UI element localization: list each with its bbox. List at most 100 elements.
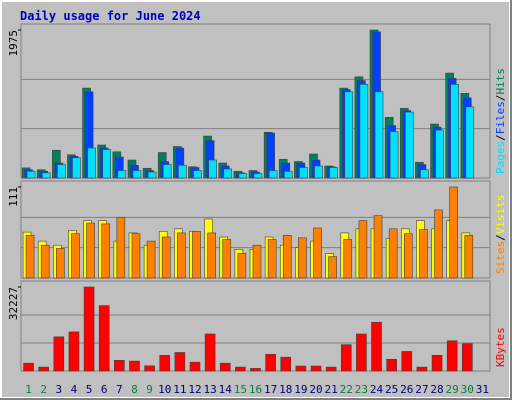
bar: [359, 84, 369, 179]
bar: [238, 173, 248, 179]
x-tick-label: 15: [234, 383, 247, 396]
x-tick-label: 11: [173, 383, 186, 396]
bar: [161, 236, 171, 279]
bar: [267, 239, 277, 279]
bar: [283, 170, 293, 179]
bar: [416, 366, 428, 372]
bar: [265, 354, 276, 372]
bar: [25, 235, 35, 279]
bar: [420, 169, 429, 179]
bar: [449, 186, 458, 279]
x-tick-label: 8: [131, 383, 138, 396]
bar: [174, 352, 186, 372]
legend-entry: Files: [494, 101, 507, 134]
bar: [68, 331, 80, 372]
bar: [72, 157, 81, 179]
x-tick-label: 16: [249, 383, 262, 396]
bar: [87, 147, 96, 179]
x-tick-label: 2: [40, 383, 47, 396]
bar: [116, 217, 126, 279]
bar: [147, 171, 157, 179]
bar: [223, 168, 233, 179]
bar: [450, 84, 459, 179]
bar: [253, 173, 263, 179]
bar: [268, 170, 278, 179]
bar: [313, 227, 322, 279]
x-tick-label: 23: [355, 383, 368, 396]
bar: [295, 365, 307, 372]
bar: [298, 237, 307, 279]
x-tick-label: 27: [415, 383, 428, 396]
x-tick-label: 18: [279, 383, 292, 396]
legend: Pages/Files/Hits: [494, 68, 507, 174]
bar: [252, 244, 262, 279]
bar: [373, 215, 383, 279]
x-tick-label: 25: [385, 383, 398, 396]
bar: [53, 336, 65, 372]
x-tick-label: 24: [370, 383, 384, 396]
bar: [129, 360, 140, 372]
bar: [389, 131, 399, 179]
bar: [404, 111, 414, 179]
legend-separator: /: [494, 95, 507, 102]
bar: [237, 253, 247, 279]
bar: [40, 244, 50, 279]
bar: [114, 360, 125, 372]
bar: [146, 240, 156, 279]
x-tick-label: 5: [86, 383, 93, 396]
bar: [434, 209, 443, 279]
bar: [325, 366, 337, 372]
bar: [207, 232, 216, 279]
bar: [178, 164, 187, 179]
bar: [193, 170, 202, 179]
bar: [464, 235, 474, 279]
legend-entry: Hits: [494, 68, 507, 95]
bar: [329, 167, 338, 179]
bar: [462, 343, 473, 372]
y-tick-label: 1975: [7, 30, 20, 57]
x-tick-label: 12: [188, 383, 201, 396]
y-tick-label: 32227: [7, 287, 20, 320]
bar: [343, 239, 353, 279]
bar: [162, 164, 172, 179]
bar: [219, 362, 231, 372]
x-tick-label: 7: [116, 383, 123, 396]
bar: [23, 362, 34, 372]
bar: [222, 239, 232, 279]
legend-entry: Sites: [494, 241, 507, 274]
bar: [204, 333, 216, 372]
bar: [98, 305, 110, 372]
x-tick-label: 9: [146, 383, 153, 396]
x-tick-label: 13: [203, 383, 216, 396]
bar: [314, 165, 323, 179]
bar: [41, 172, 51, 179]
bar: [403, 233, 413, 279]
bar: [71, 233, 80, 279]
x-tick-label: 17: [264, 383, 277, 396]
x-tick-label: 21: [325, 383, 338, 396]
bar: [177, 232, 186, 279]
x-tick-label: 14: [219, 383, 233, 396]
bar: [386, 358, 397, 372]
legend-separator: /: [494, 234, 507, 241]
x-tick-label: 30: [461, 383, 474, 396]
bar: [192, 230, 201, 279]
x-tick-label: 19: [294, 383, 307, 396]
bar: [344, 91, 354, 179]
x-tick-label: 26: [400, 383, 413, 396]
bar: [388, 228, 398, 279]
bar: [132, 170, 142, 179]
x-tick-label: 31: [476, 383, 489, 396]
bar: [328, 256, 337, 279]
bar: [144, 365, 155, 372]
x-tick-label: 4: [71, 383, 78, 396]
x-tick-label: 6: [101, 383, 108, 396]
bar: [401, 351, 413, 372]
bar: [56, 248, 65, 279]
legend: KBytes: [494, 327, 507, 367]
bar: [299, 167, 308, 179]
bar: [208, 159, 217, 179]
bar: [86, 222, 95, 279]
